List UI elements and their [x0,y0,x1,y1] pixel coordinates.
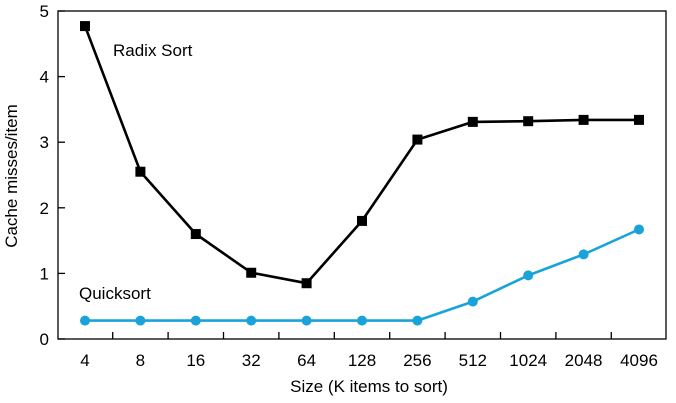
x-axis-title: Size (K items to sort) [290,377,448,396]
data-point [523,116,534,127]
data-point [634,114,644,125]
data-point [135,315,146,326]
x-tick-label: 256 [403,351,431,370]
series-line-radix-sort [83,25,639,285]
y-tick-label: 5 [40,2,49,21]
y-tick-label: 3 [40,133,49,152]
data-point [301,315,312,326]
data-point [467,296,478,307]
x-tick-label: 2048 [565,351,603,370]
data-point [467,116,478,127]
data-point [246,267,257,278]
data-point [634,224,644,235]
series-label-quicksort: Quicksort [79,284,151,303]
data-point [135,166,146,177]
data-point [357,315,367,326]
plot-frame [57,10,667,340]
tick-marks: 0 1 2 3 4 5 4 8 16 32 64 128 256 512 1024 2048 4096 [40,2,658,370]
x-tick-label: 128 [348,351,376,370]
x-tick-label: 512 [459,351,487,370]
x-tick-label: 32 [242,351,261,370]
series-label-radix-sort: Radix Sort [113,41,193,60]
x-tick-label: 4096 [620,351,658,370]
x-tick-label: 16 [186,351,205,370]
data-point [301,278,312,289]
data-point [578,249,589,260]
y-tick-label: 0 [40,330,49,349]
data-point [80,315,90,326]
series-radix-sort [80,21,644,289]
data-point [412,134,423,145]
data-point [357,215,367,226]
data-point [578,114,589,125]
data-point [80,21,90,32]
x-tick-label: 1024 [509,351,547,370]
series-line-quicksort [85,228,640,322]
axes [57,10,667,340]
y-tick-label: 4 [40,68,49,87]
y-tick-label: 2 [40,199,49,218]
y-tick-label: 1 [40,264,49,283]
chart-labels: Size (K items to sort) Cache misses/item… [2,41,448,396]
data-point [246,315,257,326]
data-point [190,229,201,240]
y-axis-title: Cache misses/item [2,104,21,248]
series-group [80,21,644,326]
data-point [190,315,201,326]
x-tick-label: 8 [136,351,145,370]
x-tick-label: 4 [80,351,89,370]
x-tick-label: 64 [297,351,316,370]
series-quicksort [80,224,644,326]
data-point [412,315,423,326]
data-point [523,270,534,281]
